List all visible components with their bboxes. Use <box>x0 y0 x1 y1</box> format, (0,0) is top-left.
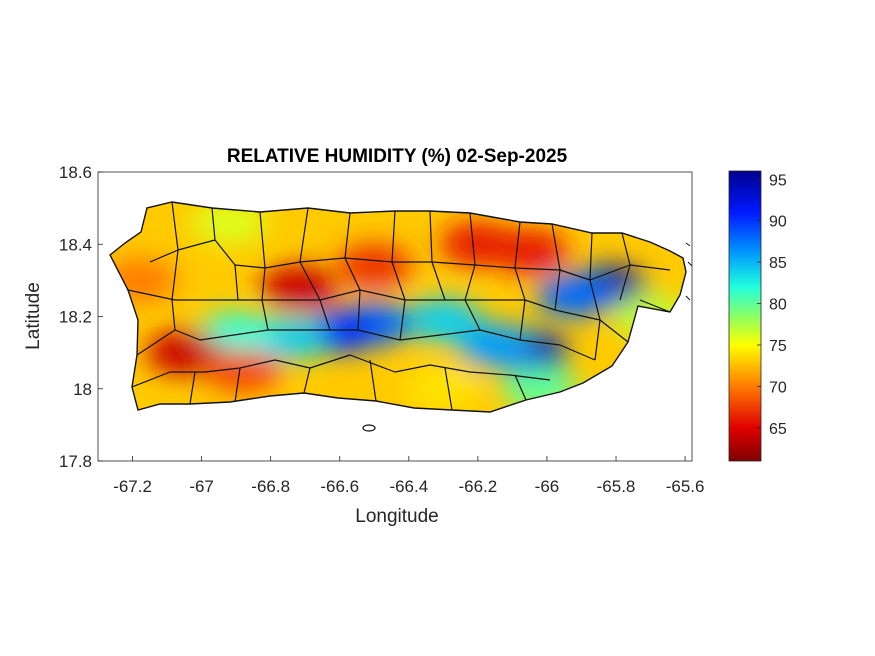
x-tick-label: -67.2 <box>113 477 152 496</box>
humidity-feature-1 <box>536 272 613 317</box>
island-coastline <box>109 201 687 413</box>
colorbar-tick-label: 90 <box>769 214 787 231</box>
y-axis-label: Latitude <box>23 282 44 350</box>
colorbar <box>728 170 762 462</box>
colorbar-ticks: 65 70 75 80 85 90 95 <box>757 172 787 438</box>
island-heatmap <box>110 202 686 412</box>
x-tick-label: -65.8 <box>597 477 636 496</box>
x-tick-label: -65.6 <box>666 477 705 496</box>
humidity-feature-13 <box>491 229 568 274</box>
y-axis-ticks: 17.8 18 18.2 18.4 18.6 <box>59 163 103 471</box>
x-tick-label: -66.8 <box>251 477 290 496</box>
humidity-feature-3 <box>457 323 534 368</box>
colorbar-tick-label: 65 <box>769 421 787 438</box>
humidity-feature-10 <box>260 265 337 310</box>
colorbar-tick-label: 95 <box>769 172 787 189</box>
humidity-feature-4 <box>405 298 482 343</box>
x-axis-ticks: -67.2 -67 -66.8 -66.6 -66.4 -66.2 -66 -65.8 -65.… <box>113 456 704 496</box>
colorbar-tick-label: 85 <box>769 255 787 272</box>
x-tick-label: -66.2 <box>459 477 498 496</box>
colorbar-tick-label: 70 <box>769 379 787 396</box>
x-tick-label: -66.4 <box>389 477 428 496</box>
chart-title: RELATIVE HUMIDITY (%) 02-Sep-2025 <box>227 146 568 167</box>
y-tick-label: 18 <box>73 380 92 399</box>
x-axis-label: Longitude <box>355 506 438 527</box>
colorbar-tick-label: 80 <box>769 297 787 314</box>
small-island-caja-de-muertos <box>362 424 376 432</box>
x-tick-label: -66.6 <box>320 477 359 496</box>
humidity-feature-15 <box>205 348 282 393</box>
small-islands-east <box>685 242 693 301</box>
y-tick-label: 18.4 <box>59 235 92 254</box>
humidity-feature-14 <box>146 330 223 375</box>
humidity-feature-11 <box>336 243 413 288</box>
humidity-blobs <box>110 202 686 411</box>
x-tick-label: -67 <box>189 477 214 496</box>
humidity-feature-19 <box>405 366 482 411</box>
x-tick-label: -66 <box>535 477 560 496</box>
municipality-boundaries <box>127 202 671 411</box>
colorbar-tick-label: 75 <box>769 338 787 355</box>
y-tick-label: 18.2 <box>59 308 92 327</box>
y-tick-label: 17.8 <box>59 452 92 471</box>
y-tick-label: 18.6 <box>59 163 92 182</box>
